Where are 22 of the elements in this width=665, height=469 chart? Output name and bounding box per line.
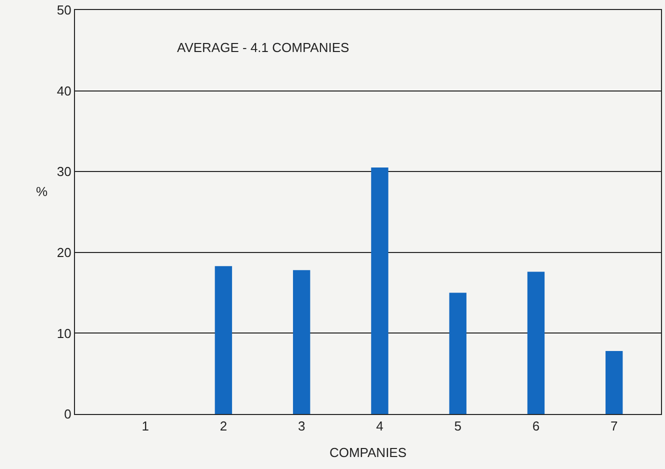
y-tick-label: 30 <box>56 164 72 180</box>
x-tick-label: 3 <box>298 418 306 434</box>
x-tick-label: 6 <box>532 418 540 434</box>
bar <box>527 272 545 414</box>
x-tick-label: 7 <box>610 418 618 434</box>
y-tick-label: 10 <box>56 326 72 341</box>
y-tick-label: 0 <box>64 406 72 422</box>
y-tick-label: 20 <box>56 244 72 260</box>
x-tick-label: 5 <box>454 418 462 434</box>
bar <box>449 292 466 414</box>
bar <box>214 266 232 414</box>
x-tick-label: 2 <box>220 418 228 434</box>
y-axis-title: % <box>36 184 48 199</box>
bar <box>606 350 623 414</box>
y-tick-label: 50 <box>56 2 72 18</box>
bar <box>371 168 388 414</box>
x-tick-label: 1 <box>142 418 149 434</box>
x-axis-title: COMPANIES <box>329 445 407 460</box>
annotation: AVERAGE - 4.1 COMPANIES <box>177 40 350 55</box>
bar <box>292 270 310 414</box>
y-tick-label: 40 <box>56 83 72 98</box>
x-tick-label: 4 <box>376 418 384 434</box>
